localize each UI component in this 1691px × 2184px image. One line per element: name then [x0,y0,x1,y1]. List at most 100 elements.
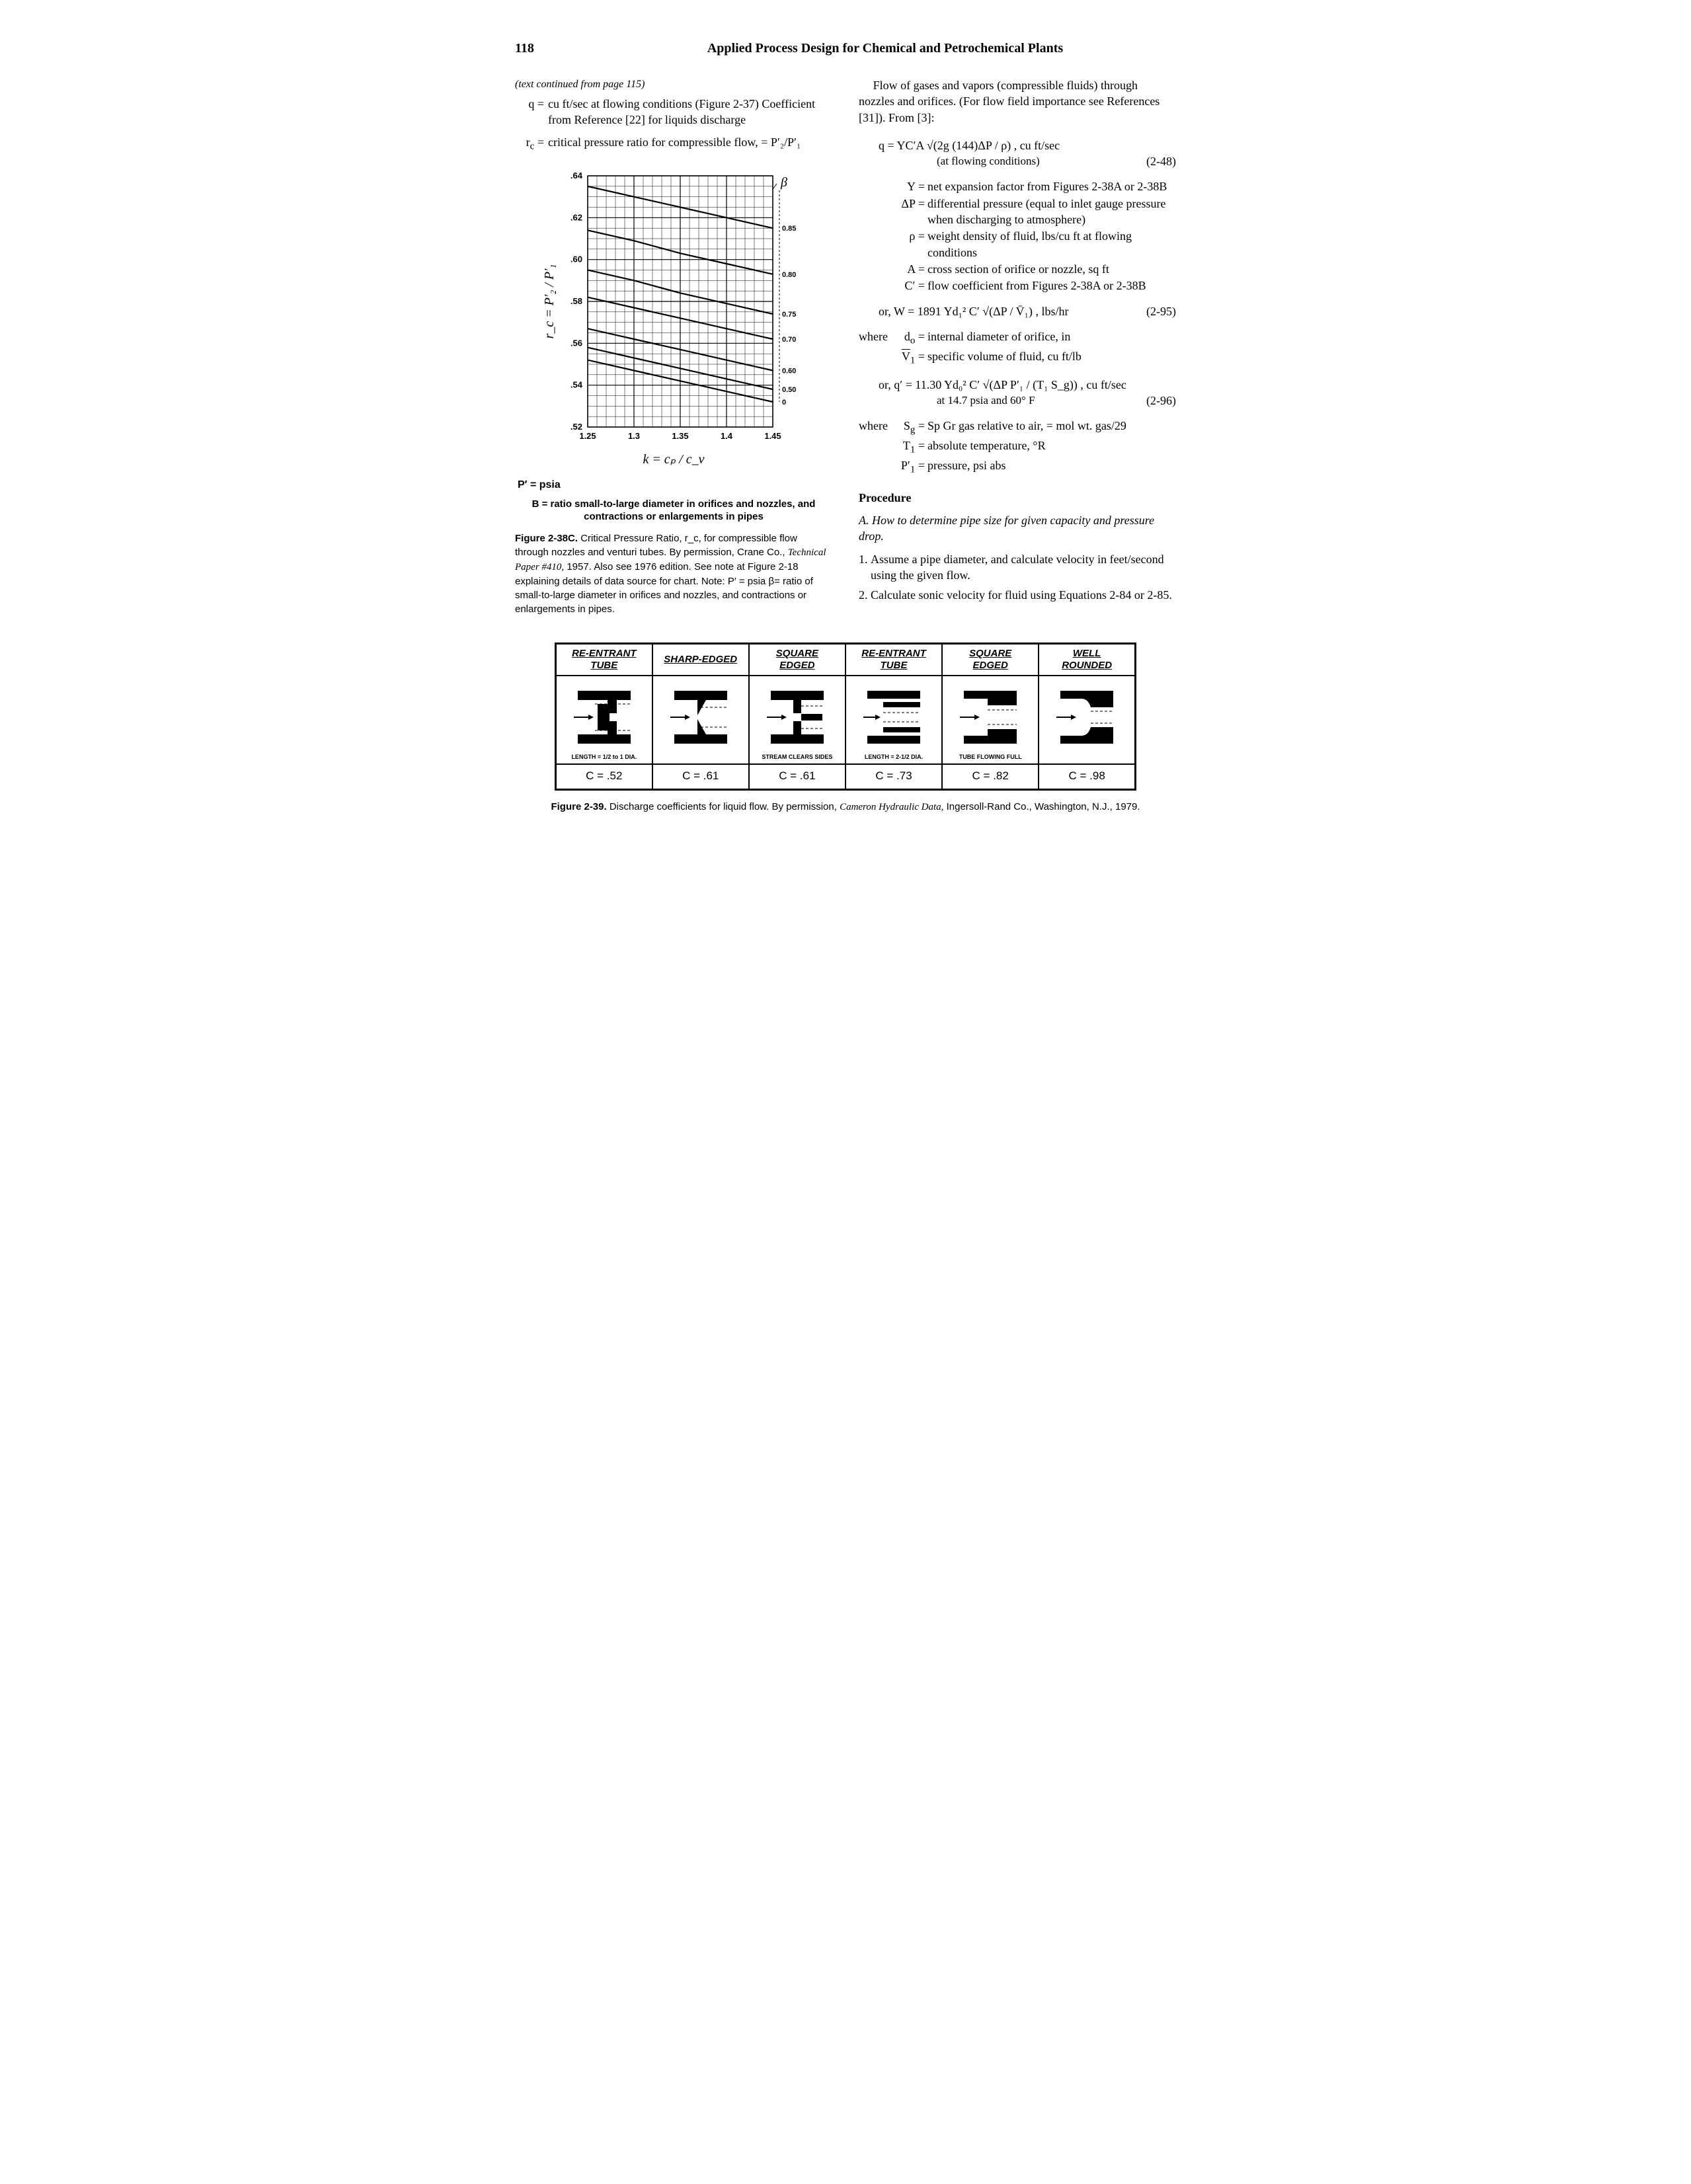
where95-sym-1: V1 = [898,348,927,368]
two-column-layout: (text continued from page 115) q = cu ft… [515,77,1176,623]
svg-text:.60: .60 [570,254,582,264]
def-sym: A = [898,261,927,277]
defs-2-48: Y =net expansion factor from Figures 2-3… [859,178,1176,293]
page: 118 Applied Process Design for Chemical … [515,40,1176,814]
coef-value-3: C = .73 [846,764,942,790]
coef-header-3: RE-ENTRANTTUBE [846,643,942,676]
continued-note: (text continued from page 115) [515,77,832,92]
rc-chart-svg: 1.251.31.351.41.45.52.54.56.58.60.62.64r… [541,169,806,447]
q-text: cu ft/sec at flowing conditions (Figure … [548,96,832,128]
book-title: Applied Process Design for Chemical and … [594,40,1176,58]
where95-sym-0: do = [898,329,927,348]
coef-header-2: SQUAREEDGED [749,643,846,676]
page-number: 118 [515,40,594,58]
svg-text:0.75: 0.75 [782,311,796,319]
discharge-coefficients-table: RE-ENTRANTTUBESHARP-EDGEDSQUAREEDGEDRE-E… [555,643,1136,791]
svg-text:1.4: 1.4 [721,431,733,441]
where96-body-1: absolute temperature, °R [927,438,1176,457]
svg-text:1.3: 1.3 [628,431,640,441]
eq95-num: (2-95) [1146,303,1176,319]
beta-note: B = ratio small-to-large diameter in ori… [515,498,832,524]
where-2-95: where do = internal diameter of orifice,… [859,329,1176,368]
svg-text:.64: .64 [570,171,583,180]
coef-diagram-0: LENGTH = 1/2 to 1 DIA. [556,676,652,764]
where-2-96: where Sg = Sp Gr gas relative to air, = … [859,418,1176,477]
figure-2-38c-chart: 1.251.31.351.41.45.52.54.56.58.60.62.64r… [515,169,832,469]
eq96-num: (2-96) [1146,393,1176,409]
svg-text:0.50: 0.50 [782,386,796,394]
intro-paragraph: Flow of gases and vapors (compressible f… [859,77,1176,126]
def-body: net expansion factor from Figures 2-38A … [927,178,1176,194]
svg-text:0.70: 0.70 [782,336,796,344]
def-body: weight density of fluid, lbs/cu ft at fl… [927,228,1176,260]
equation-2-48: q = YC′A √(2g (144)ΔP / ρ) , cu ft/sec (… [879,137,1176,170]
fig39-body1: Discharge coefficients for liquid flow. … [607,801,840,812]
coef-value-4: C = .82 [942,764,1039,790]
coef-note-0: LENGTH = 1/2 to 1 DIA. [559,753,649,761]
def-body: cross section of orifice or nozzle, sq f… [927,261,1176,277]
procedure-subheading: A. How to determine pipe size for given … [859,512,1176,545]
def-sym: ΔP = [898,196,927,228]
figure-2-38c-caption: Figure 2-38C. Critical Pressure Ratio, r… [515,531,832,616]
def-sym: Y = [898,178,927,194]
coef-diagram-row: LENGTH = 1/2 to 1 DIA. STREAM CLEARS SIDE… [556,676,1136,764]
coef-diagram-1 [652,676,749,764]
eq48-note: (at flowing conditions) [937,154,1040,169]
coef-header-row: RE-ENTRANTTUBESHARP-EDGEDSQUAREEDGEDRE-E… [556,643,1136,676]
eq96-note: at 14.7 psia and 60° F [937,393,1035,409]
coef-note-2: STREAM CLEARS SIDES [752,753,842,761]
svg-text:.52: .52 [570,422,582,432]
left-column: (text continued from page 115) q = cu ft… [515,77,832,623]
coef-note-3: LENGTH = 2-1/2 DIA. [849,753,939,761]
q-definition: q = cu ft/sec at flowing conditions (Fig… [515,96,832,128]
def-sym: ρ = [898,228,927,260]
coef-diagram-4: TUBE FLOWING FULL [942,676,1039,764]
where-label-96: where [859,418,898,437]
def-row: C′ =flow coefficient from Figures 2-38A … [859,278,1176,293]
where96-body-2: pressure, psi abs [927,457,1176,477]
svg-text:.54: .54 [570,380,583,390]
svg-text:β: β [780,175,787,190]
def-row: ΔP =differential pressure (equal to inle… [859,196,1176,228]
eq48-num: (2-48) [1146,153,1176,169]
coef-diagram-2: STREAM CLEARS SIDES [749,676,846,764]
svg-text:.62: .62 [570,212,582,222]
where95-body-1: specific volume of fluid, cu ft/lb [927,348,1176,368]
svg-text:0.80: 0.80 [782,271,796,279]
coef-value-row: C = .52C = .61C = .61C = .73C = .82C = .… [556,764,1136,790]
where-label: where [859,329,898,348]
svg-text:0: 0 [782,399,786,407]
fig39-ital: Cameron Hydraulic Data, [840,802,943,812]
def-sym: C′ = [898,278,927,293]
def-row: ρ =weight density of fluid, lbs/cu ft at… [859,228,1176,260]
equation-2-95: or, W = 1891 Yd₁² C′ √(ΔP / V̄₁) , lbs/h… [879,303,1176,319]
coef-header-5: WELLROUNDED [1039,643,1135,676]
where96-sym-1: T1 = [898,438,927,457]
fig-caption-lead: Figure 2-38C. [515,533,578,544]
eq95-formula: or, W = 1891 Yd₁² C′ √(ΔP / V̄₁) , lbs/h… [879,303,1068,319]
x-axis-caption: k = cₚ / c_v [515,451,832,469]
eq48-formula: q = YC′A √(2g (144)ΔP / ρ) , cu ft/sec [879,137,1060,153]
where96-sym-0: Sg = [898,418,927,437]
procedure-list: Assume a pipe diameter, and calculate ve… [871,551,1176,604]
svg-text:r_c = P′₂ / P′₁: r_c = P′₂ / P′₁ [542,264,557,339]
equation-2-96: or, q′ = 11.30 Yd₀² C′ √(ΔP P′₁ / (T₁ S_… [879,377,1176,409]
svg-text:1.35: 1.35 [672,431,688,441]
def-row: A =cross section of orifice or nozzle, s… [859,261,1176,277]
coef-header-1: SHARP-EDGED [652,643,749,676]
figure-2-39-caption: Figure 2-39. Discharge coefficients for … [515,800,1176,814]
svg-text:.58: .58 [570,296,582,306]
procedure-heading: Procedure [859,490,1176,506]
coef-value-5: C = .98 [1039,764,1135,790]
right-column: Flow of gases and vapors (compressible f… [859,77,1176,623]
svg-text:1.45: 1.45 [764,431,781,441]
coef-diagram-5 [1039,676,1135,764]
def-body: flow coefficient from Figures 2-38A or 2… [927,278,1176,293]
fig39-lead: Figure 2-39. [551,801,606,812]
page-header: 118 Applied Process Design for Chemical … [515,40,1176,58]
proc-item-2: Calculate sonic velocity for fluid using… [871,587,1176,603]
svg-text:1.25: 1.25 [579,431,596,441]
coef-value-2: C = .61 [749,764,846,790]
proc-item-1: Assume a pipe diameter, and calculate ve… [871,551,1176,584]
eq96-formula: or, q′ = 11.30 Yd₀² C′ √(ΔP P′₁ / (T₁ S_… [879,377,1126,393]
